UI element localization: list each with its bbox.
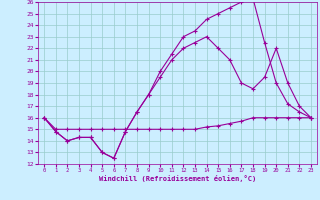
X-axis label: Windchill (Refroidissement éolien,°C): Windchill (Refroidissement éolien,°C) <box>99 175 256 182</box>
